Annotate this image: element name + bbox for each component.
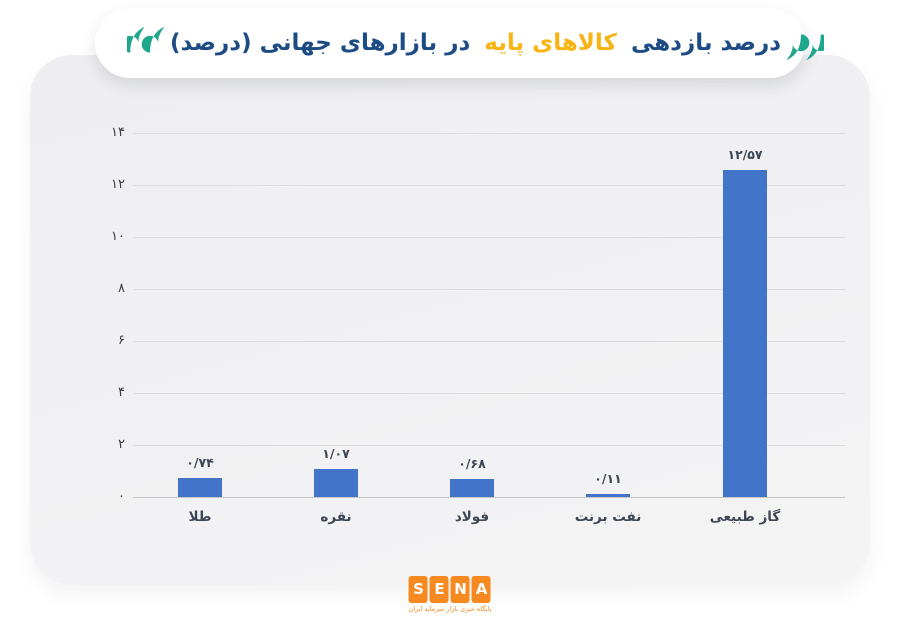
y-tick-label: ۸: [118, 281, 125, 296]
category-label: طلا: [188, 509, 212, 525]
bar-value-label: ۰/۱۱: [594, 471, 622, 486]
y-tick-label: ۲: [118, 437, 125, 452]
sena-logo-letter: N: [451, 576, 470, 603]
y-tick-label: ۶: [118, 333, 125, 348]
sena-logo-letter: S: [409, 576, 428, 603]
gridline: [133, 393, 845, 394]
bar-value-label: ۰/۶۸: [458, 456, 486, 471]
bar: [314, 469, 358, 497]
y-tick-label: ۰: [118, 489, 125, 504]
sena-logo-letter: E: [430, 576, 449, 603]
quote-close-icon: [784, 26, 825, 61]
y-tick-label: ۱۰: [111, 229, 125, 244]
gridline: [133, 445, 845, 446]
y-tick-label: ۴: [118, 385, 125, 400]
title-text-post: در بازارهای جهانی (درصد): [170, 30, 471, 56]
bar-value-label: ۱/۰۷: [322, 446, 350, 461]
quote-open-icon: [127, 26, 167, 61]
gridline: [133, 133, 845, 134]
category-label: گاز طبیعی: [709, 509, 781, 525]
bar-value-label: ۰/۷۴: [186, 455, 214, 470]
gridline: [133, 497, 845, 498]
bar: [723, 170, 767, 497]
gridline: [133, 237, 845, 238]
sena-logo-tagline: پایگاه خبری بازار سرمایه ایران: [408, 605, 492, 613]
chart-card: ۱۴ ۱۲ ۱۰ ۸ ۶ ۴ ۲ ۰ ۰/۷۴ طلا ۱/۰۷ نقره ۰/۶۸ فولاد ۰/۱۱ ن…: [30, 55, 870, 585]
gridline: [133, 289, 845, 290]
y-tick-label: ۱۲: [111, 177, 125, 192]
title-text-pre: درصد بازدهی: [630, 30, 782, 56]
title-text-highlight: کالاهای پایه: [484, 30, 617, 56]
y-tick-label: ۱۴: [111, 125, 125, 140]
title-banner: درصد بازدهی کالاهای پایه در بازارهای جها…: [95, 8, 825, 78]
gridline: [133, 185, 845, 186]
category-label: فولاد: [454, 509, 490, 525]
bar: [586, 494, 630, 497]
gridline: [133, 341, 845, 342]
category-label: نفت برنت: [574, 509, 642, 525]
page-title: درصد بازدهی کالاهای پایه در بازارهای جها…: [167, 30, 784, 56]
bar: [450, 479, 494, 497]
category-label: نقره: [320, 509, 352, 525]
bar-value-label: ۱۲/۵۷: [727, 147, 763, 162]
bar: [178, 478, 222, 497]
sena-logo-letter: A: [472, 576, 491, 603]
